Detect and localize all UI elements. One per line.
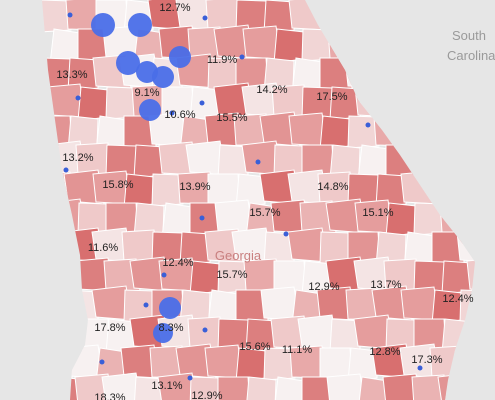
region-label: 13.7% [370,279,401,291]
county [466,257,475,292]
county [347,115,380,149]
county [382,373,422,400]
marker-dot [161,272,167,278]
region-label: 12.8% [369,346,400,358]
marker-dot [187,375,193,381]
region-label: 13.3% [56,69,87,81]
marker-dot [67,12,73,18]
county [189,376,222,400]
marker-dot [199,100,205,106]
place-label: Georgia [215,248,262,263]
marker-dot [169,110,175,116]
county [217,376,251,400]
region-label: 12.7% [159,2,190,14]
marker-dot [239,54,245,60]
region-label: 13.2% [62,152,93,164]
region-label: 12.9% [308,281,339,293]
region-label: 8.3% [158,322,183,334]
region-label: 15.6% [239,341,270,353]
marker-dot [202,15,208,21]
county [263,347,296,381]
marker [152,66,174,88]
marker [159,297,181,319]
marker-dot [202,327,208,333]
county [67,57,99,92]
county [179,231,211,266]
county [235,173,267,209]
county [263,0,295,34]
region-label: 12.4% [162,257,193,269]
region-label: 12.9% [191,390,222,400]
region-label: 11.6% [88,242,119,254]
county [347,347,379,383]
marker-dot [365,122,371,128]
region-label: 15.5% [216,112,247,124]
region-label: 13.9% [179,181,210,193]
region-label: 11.1% [282,344,313,356]
region-label: 14.2% [256,84,287,96]
region-label: 15.8% [102,179,133,191]
county [326,373,366,400]
region-label: 15.7% [216,269,247,281]
region-label: 15.1% [362,207,393,219]
marker [91,13,115,37]
county [301,376,335,400]
region-label: 17.3% [411,354,442,366]
county [319,347,353,380]
county [245,376,277,400]
region-label: 12.4% [442,293,473,305]
county [273,376,305,400]
marker-dot [63,167,69,173]
region-label: 14.8% [317,181,348,193]
county [273,28,305,64]
region-label: 15.7% [249,207,280,219]
region-label: 13.1% [151,380,182,392]
county [151,173,184,207]
marker-dot [199,215,205,221]
marker-dot [99,359,105,365]
county [77,86,109,122]
county [357,376,389,400]
county [207,173,241,206]
labels: 12.7% 11.9% 13.3% 9.1% 14.2% 17.5% 10.6% 15.5% 1… [56,2,473,400]
place-label: Carolina [447,48,495,63]
region-label: 17.5% [316,91,347,103]
region-label: 18.3% [94,392,125,400]
region-label: 9.1% [134,87,159,99]
marker-dot [143,302,149,308]
marker-dot [283,231,289,237]
marker-dot [417,365,423,371]
marker [116,51,140,75]
marker [153,323,173,343]
county [101,372,143,400]
marker-dot [255,159,261,165]
region-label: 11.9% [207,54,238,66]
place-label: South [452,28,486,43]
markers [63,12,423,381]
marker-dot [75,95,81,101]
region-label: 10.6% [164,109,195,121]
region-label: 17.8% [94,322,125,334]
county [375,173,407,208]
county [133,376,165,400]
marker [128,13,152,37]
marker [169,46,191,68]
county [42,0,72,33]
county [157,372,199,400]
marker [139,99,161,121]
